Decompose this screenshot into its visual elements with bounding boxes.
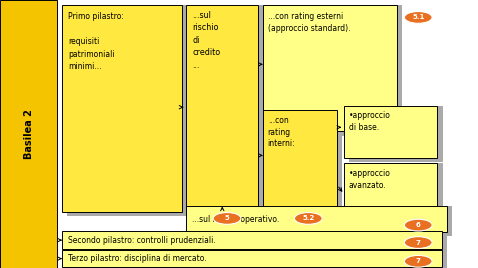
Text: ...con
rating
interni:: ...con rating interni: <box>268 116 295 148</box>
Bar <box>442 250 447 268</box>
Ellipse shape <box>404 12 432 23</box>
Text: •approccio
di base.: •approccio di base. <box>349 111 391 132</box>
Ellipse shape <box>404 255 432 267</box>
Bar <box>349 158 443 162</box>
Bar <box>67 212 187 216</box>
Bar <box>437 106 443 162</box>
Text: 7: 7 <box>416 258 421 264</box>
Text: Primo pilastro:

requisiti
patrimoniali
minimi...: Primo pilastro: requisiti patrimoniali m… <box>68 12 124 71</box>
Bar <box>192 232 452 236</box>
Bar <box>344 163 437 216</box>
Text: 6: 6 <box>416 222 421 228</box>
Bar <box>258 5 263 216</box>
Bar <box>67 249 447 254</box>
Bar <box>62 5 182 212</box>
Text: ...con rating esterni
(approccio standard).: ...con rating esterni (approccio standar… <box>268 12 350 33</box>
Ellipse shape <box>404 219 432 231</box>
Bar <box>186 5 258 212</box>
Bar <box>263 110 337 212</box>
Bar <box>437 163 443 220</box>
Text: 7: 7 <box>416 240 421 245</box>
Text: •approccio
avanzato.: •approccio avanzato. <box>349 169 391 190</box>
Ellipse shape <box>213 213 241 224</box>
Text: Terzo pilastro: disciplina di mercato.: Terzo pilastro: disciplina di mercato. <box>68 254 206 263</box>
Bar <box>192 212 263 216</box>
Text: ...sul
rischio
di
credito
...: ...sul rischio di credito ... <box>192 11 220 70</box>
Text: 5.2: 5.2 <box>302 215 315 221</box>
Bar <box>442 231 447 254</box>
Bar <box>268 131 402 136</box>
Ellipse shape <box>294 213 322 224</box>
Text: Secondo pilastro: controlli prudenziali.: Secondo pilastro: controlli prudenziali. <box>68 236 216 245</box>
Text: 5.1: 5.1 <box>412 14 424 20</box>
Ellipse shape <box>404 237 432 248</box>
Bar <box>447 206 452 236</box>
Text: ...sul rischio operativo.: ...sul rischio operativo. <box>192 215 280 224</box>
Bar <box>67 267 447 268</box>
Bar <box>62 231 442 249</box>
Bar <box>0 0 57 268</box>
Bar <box>349 216 443 220</box>
Bar <box>397 5 402 136</box>
Bar <box>337 110 342 216</box>
Text: 5: 5 <box>225 215 229 221</box>
Bar <box>186 206 447 232</box>
Bar <box>263 5 397 131</box>
Bar <box>62 250 442 267</box>
Bar <box>268 212 342 216</box>
Text: Basilea 2: Basilea 2 <box>24 109 33 159</box>
Bar <box>182 5 187 216</box>
Bar <box>344 106 437 158</box>
